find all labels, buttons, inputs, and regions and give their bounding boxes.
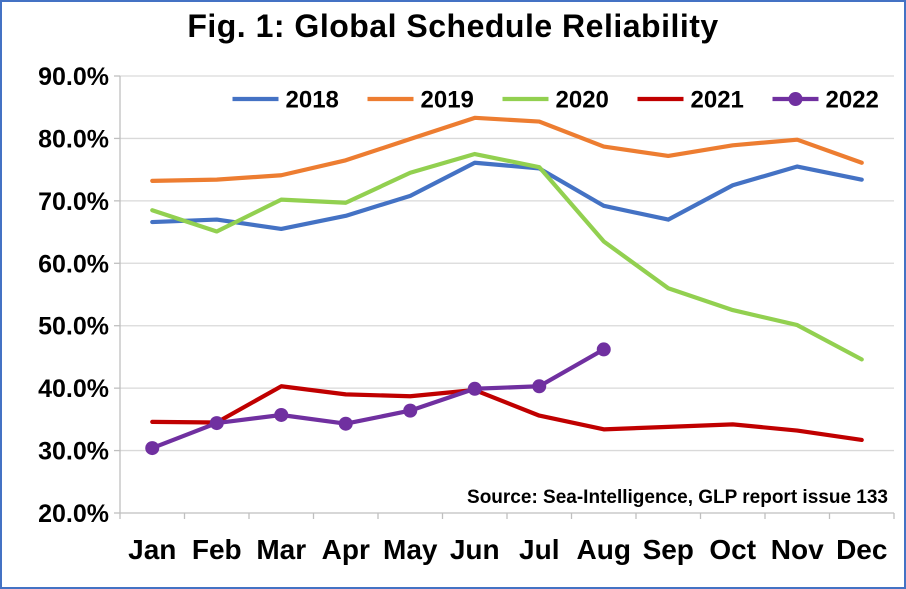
series-line-2021 (150, 384, 864, 443)
legend-label: 2021 (691, 87, 744, 114)
legend-marker (788, 92, 803, 106)
y-axis-label: 90.0% (38, 63, 109, 91)
legend-label: 2018 (286, 87, 339, 114)
series-marker-2022 (467, 381, 482, 396)
legend-label: 2019 (421, 87, 474, 114)
x-axis-label: Nov (771, 534, 824, 565)
x-axis-label: Aug (577, 534, 631, 565)
x-axis-label: May (383, 534, 438, 565)
x-axis-label: Oct (709, 534, 756, 565)
series-line-2022 (150, 347, 606, 451)
x-axis-label: Apr (322, 534, 370, 565)
y-axis-label: 60.0% (38, 250, 109, 278)
chart-title: Fig. 1: Global Schedule Reliability (187, 8, 719, 44)
legend-item-2019: 2019 (367, 87, 474, 114)
y-axis-label: 20.0% (38, 500, 109, 528)
series-line-2019 (150, 115, 864, 183)
series-line-2020 (150, 151, 864, 362)
legend-label: 2020 (556, 87, 609, 114)
y-axis-label: 80.0% (38, 125, 109, 153)
series-line-2018 (150, 160, 864, 232)
legend-item-2022: 2022 (772, 87, 879, 114)
x-axis-label: Sep (643, 534, 694, 565)
series-marker-2022 (209, 416, 224, 431)
series-marker-2022 (532, 379, 547, 394)
y-axis-label: 30.0% (38, 438, 109, 466)
y-axis-label: 40.0% (38, 375, 109, 403)
series-marker-2022 (145, 441, 160, 456)
x-axis-label: Jan (128, 534, 176, 565)
y-axis-label: 50.0% (38, 313, 109, 341)
series-marker-2022 (596, 342, 611, 357)
series-marker-2022 (403, 403, 418, 418)
x-axis-label: Feb (192, 534, 242, 565)
series-marker-2022 (338, 416, 353, 431)
x-axis-label: Mar (256, 534, 306, 565)
series-marker-2022 (274, 407, 289, 422)
legend-item-2021: 2021 (637, 87, 744, 114)
legend-item-2018: 2018 (232, 87, 339, 114)
y-axis-label: 70.0% (38, 188, 109, 216)
legend-item-2020: 2020 (502, 87, 609, 114)
x-axis-label: Jul (519, 534, 559, 565)
x-axis-label: Jun (450, 534, 500, 565)
x-axis-label: Dec (836, 534, 887, 565)
source-note: Source: Sea-Intelligence, GLP report iss… (467, 487, 888, 508)
legend-label: 2022 (826, 87, 879, 114)
